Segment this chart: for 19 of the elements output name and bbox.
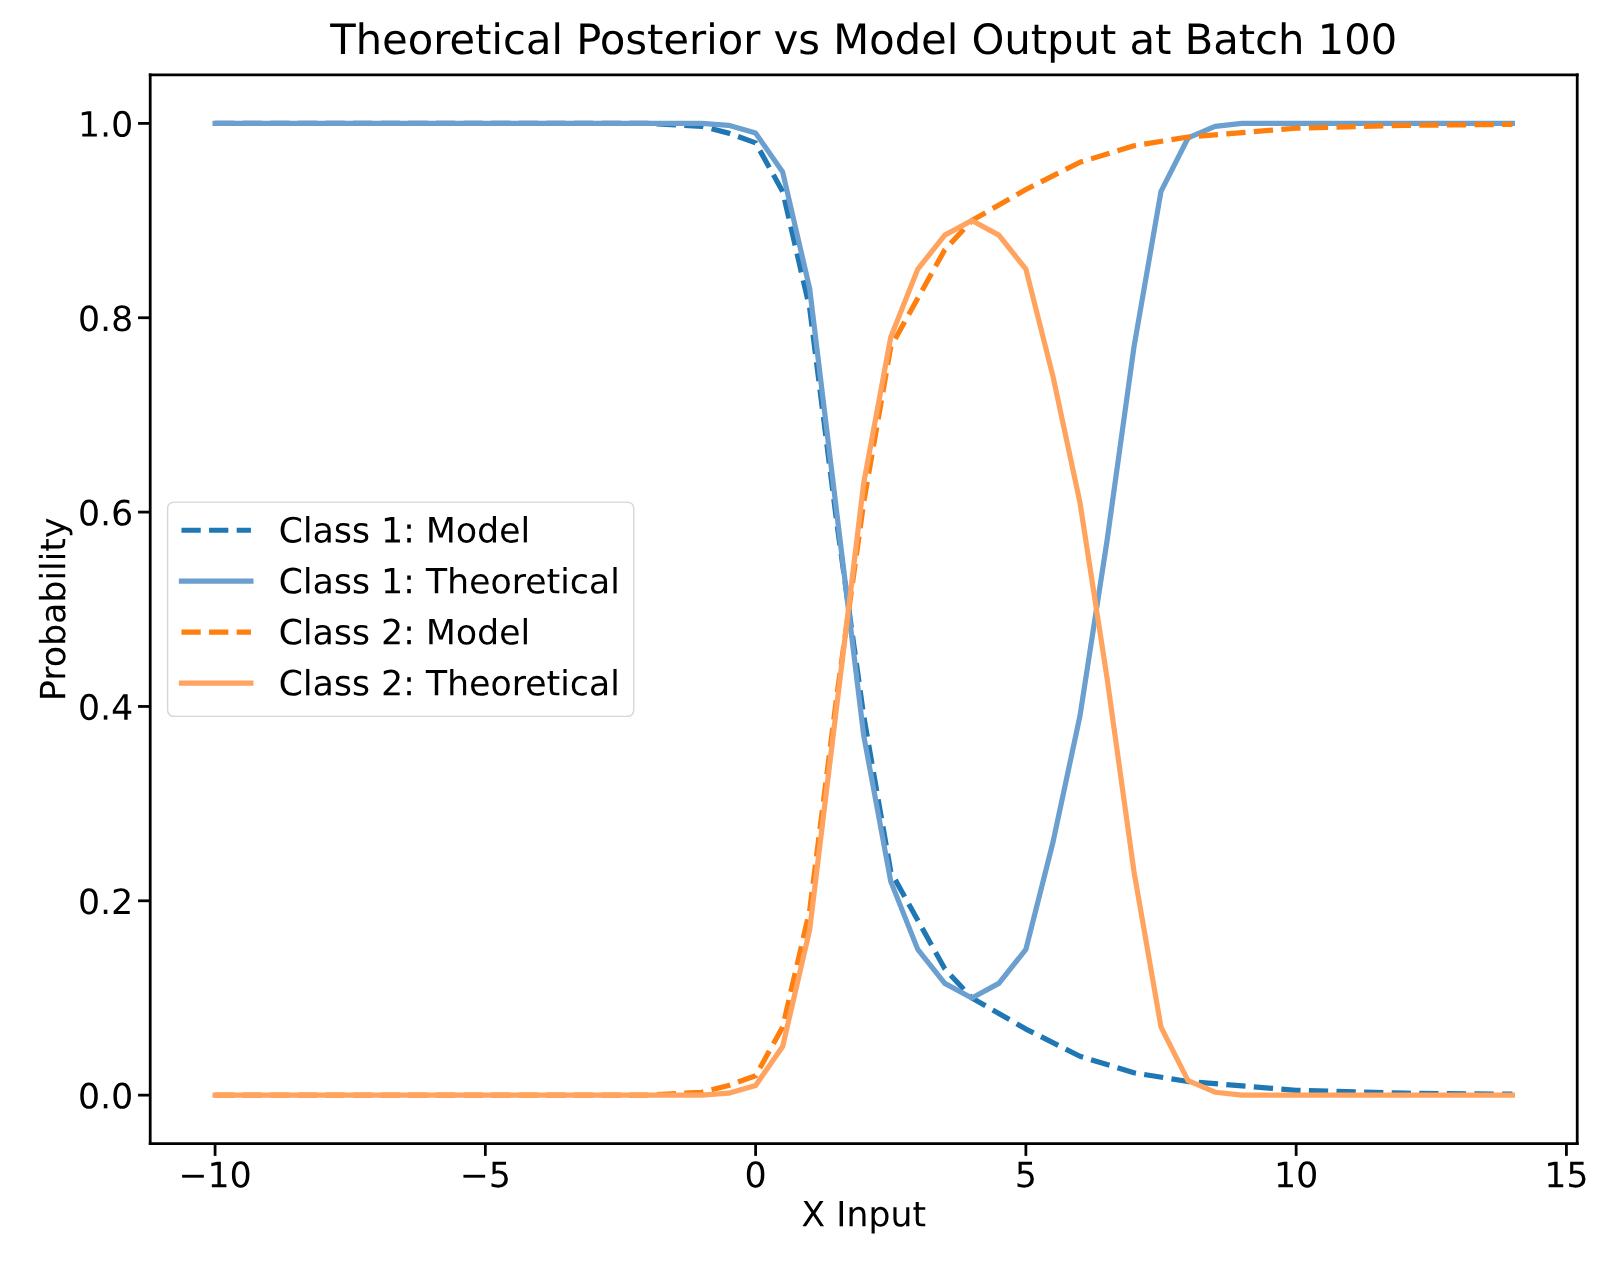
x-axis-title: X Input bbox=[802, 1200, 926, 1234]
legend-label: Class 1: Theoretical bbox=[280, 566, 617, 594]
x-tick-label: 5 bbox=[1017, 1161, 1034, 1188]
legend-label: Class 2: Theoretical bbox=[280, 668, 617, 696]
legend-label: Class 1: Model bbox=[280, 516, 527, 543]
legend-label: Class 2: Model bbox=[280, 617, 527, 645]
x-tick-label: 10 bbox=[1277, 1161, 1316, 1188]
y-tick-label: 1.0 bbox=[81, 110, 131, 138]
x-tick-label: −10 bbox=[182, 1161, 250, 1188]
chart-title: Theoretical Posterior vs Model Output at Batch 100 bbox=[330, 22, 1395, 63]
y-axis-title: Probability bbox=[38, 518, 73, 698]
y-tick-label: 0.6 bbox=[80, 499, 132, 526]
x-tick-label: −5 bbox=[463, 1161, 508, 1188]
y-tick-label: 0.2 bbox=[80, 888, 130, 915]
y-tick-label: 0.0 bbox=[80, 1082, 131, 1109]
x-tick-label: 0 bbox=[746, 1161, 765, 1188]
y-tick-label: 0.8 bbox=[80, 305, 131, 332]
x-tick-label: 15 bbox=[1548, 1161, 1586, 1188]
y-tick-label: 0.4 bbox=[80, 693, 132, 721]
